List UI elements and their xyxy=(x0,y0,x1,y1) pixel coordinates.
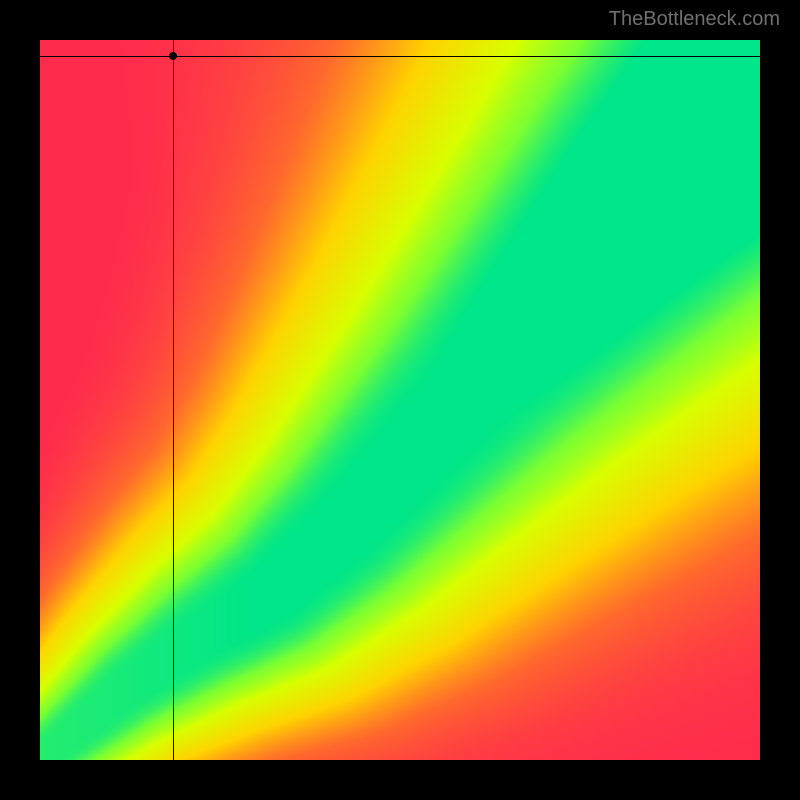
watermark-text: TheBottleneck.com xyxy=(609,8,780,31)
crosshair-dot xyxy=(169,52,177,60)
plot-area xyxy=(40,40,760,760)
chart-container: TheBottleneck.com xyxy=(0,0,800,800)
crosshair-vertical xyxy=(173,40,174,760)
crosshair-horizontal xyxy=(40,56,760,57)
heatmap-canvas xyxy=(40,40,760,760)
